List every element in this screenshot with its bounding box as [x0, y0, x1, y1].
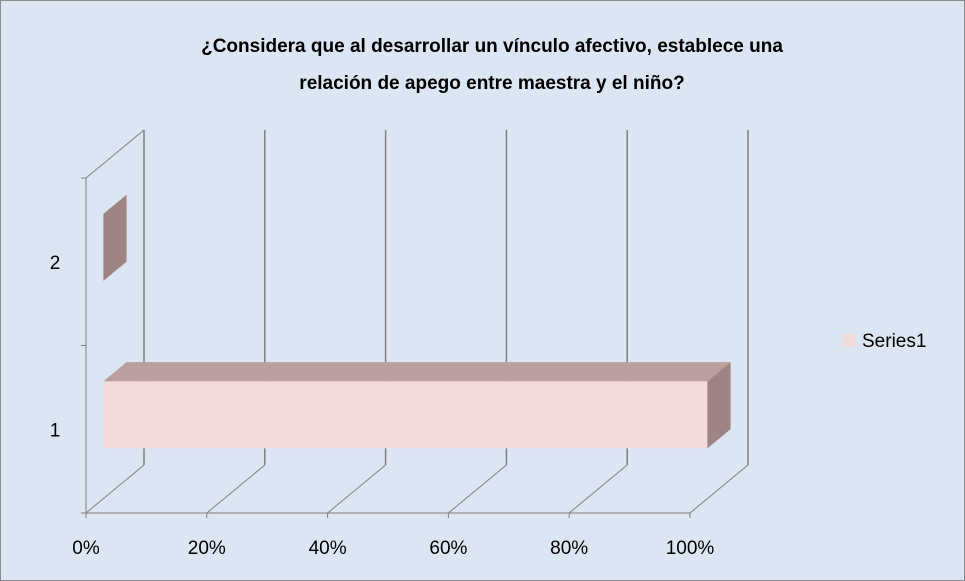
bar-top: [103, 362, 731, 382]
floor-line: [327, 464, 386, 514]
bar: [103, 381, 708, 449]
chart-title: ¿Considera que al desarrollar un vínculo…: [201, 36, 783, 57]
x-tick-label: 0%: [72, 538, 100, 559]
x-tick-label: 80%: [550, 538, 588, 559]
floor-line: [448, 464, 507, 514]
legend-swatch: [843, 334, 856, 347]
bar-side: [707, 362, 731, 449]
floor-line: [85, 464, 145, 514]
floor-line: [206, 464, 266, 514]
floor-line: [689, 464, 749, 514]
chart-title: relación de apego entre maestra y el niñ…: [299, 73, 684, 94]
x-tick-label: 40%: [309, 538, 347, 559]
x-tick-label: 100%: [666, 538, 715, 559]
x-tick-label: 60%: [429, 538, 467, 559]
axis-line: [85, 129, 145, 179]
legend-label: Series1: [862, 331, 926, 352]
floor-line: [568, 464, 628, 514]
bar-side: [103, 194, 127, 281]
x-tick-label: 20%: [188, 538, 226, 559]
y-tick-label: 2: [50, 253, 61, 274]
y-tick-label: 1: [50, 420, 61, 441]
